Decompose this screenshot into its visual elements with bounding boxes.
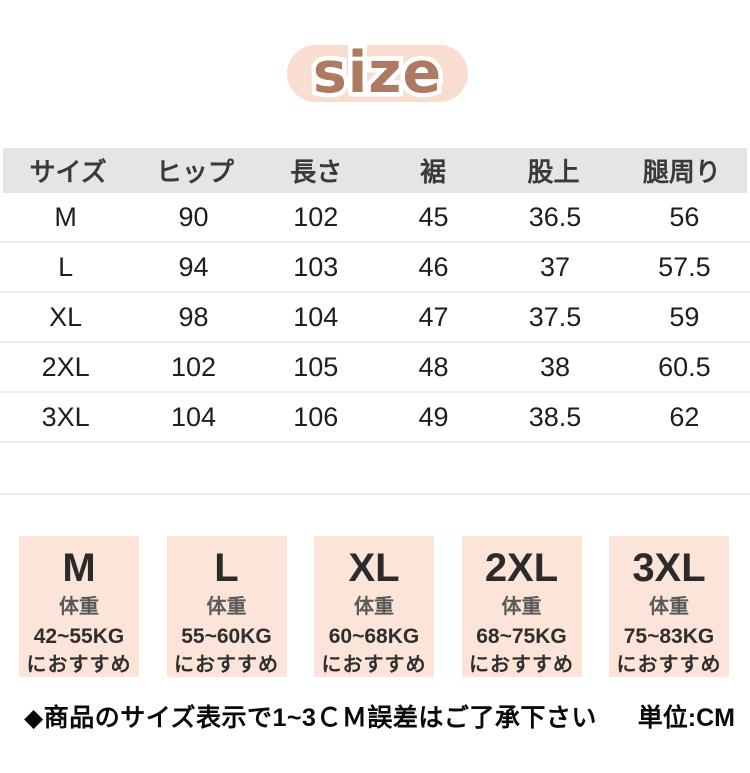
table-cell: 38.5: [528, 401, 582, 432]
table-cell: 94: [178, 251, 209, 282]
rec-size-label: 3XL: [632, 546, 706, 590]
header-cell-thigh: 腿周り: [642, 157, 721, 187]
table-cell: 59: [669, 301, 700, 332]
rec-size-label: M: [62, 546, 96, 590]
tolerance-note: ◆商品のサイズ表示で1~3ＣＭ誤差はご了承下さい: [24, 704, 597, 732]
rec-size-label: XL: [348, 546, 400, 590]
table-cell: 47: [418, 301, 449, 332]
rec-box-xl: XL 体重 60~68KG におすすめ: [314, 536, 434, 677]
size-cell: L: [58, 251, 74, 282]
page-title-text: size: [312, 40, 443, 106]
rec-weight-label: 体重: [649, 596, 689, 618]
rec-weight-range: 60~68KG: [328, 625, 420, 648]
table-cell: 56: [669, 201, 700, 232]
header-cell-size: サイズ: [29, 157, 107, 187]
table-cell: 102: [170, 351, 217, 382]
table-header-row: サイズ ヒップ 長さ 裾 股上 腿周り: [3, 148, 747, 193]
table-cell: 57.5: [658, 251, 711, 282]
unit-label: 単位:CM: [637, 704, 735, 732]
rec-weight-label: 体重: [59, 596, 99, 618]
rec-suffix: におすすめ: [321, 654, 427, 677]
table-cell: 98: [178, 301, 209, 332]
rec-suffix: におすすめ: [26, 654, 132, 677]
table-cell: 37.5: [528, 301, 582, 332]
rec-weight-range: 75~83KG: [623, 625, 715, 648]
rec-suffix: におすすめ: [469, 654, 574, 677]
header-cell-rise: 股上: [527, 157, 580, 187]
size-table: サイズ ヒップ 長さ 裾 股上 腿周り M 90 102 45 36.5 56 …: [0, 148, 750, 495]
table-row-2xl: 2XL 102 105 48 38 60.5: [0, 343, 750, 393]
table-cell: 90: [178, 201, 209, 232]
size-cell: 2XL: [41, 351, 90, 382]
size-title-pill: size size: [287, 40, 468, 106]
rec-box-l: L 体重 55~60KG におすすめ: [166, 536, 287, 677]
table-cell: 104: [170, 401, 217, 432]
table-cell: 62: [669, 401, 700, 432]
table-cell: 105: [293, 351, 339, 382]
rec-weight-label: 体重: [354, 596, 394, 618]
table-cell: 60.5: [658, 351, 711, 382]
rec-box-m: M 体重 42~55KG におすすめ: [19, 536, 139, 677]
rec-box-3xl: 3XL 体重 75~83KG におすすめ: [609, 536, 729, 677]
table-cell: 46: [418, 251, 449, 282]
rec-weight-label: 体重: [501, 596, 542, 618]
table-cell: 48: [418, 351, 449, 382]
rec-box-2xl: 2XL 体重 68~75KG におすすめ: [461, 536, 582, 677]
rec-suffix: におすすめ: [174, 654, 279, 677]
rec-suffix: におすすめ: [616, 654, 722, 677]
table-row-3xl: 3XL 104 106 49 38.5 62: [0, 393, 750, 443]
table-cell: 49: [418, 401, 449, 432]
page-title-outline: size: [308, 40, 445, 106]
table-spacer-row: [0, 443, 750, 495]
table-row-m: M 90 102 45 36.5 56: [0, 193, 750, 243]
table-cell: 36.5: [528, 201, 582, 232]
rec-size-label: L: [214, 546, 239, 590]
header-cell-hem: 裾: [419, 157, 446, 187]
header-cell-hip: ヒップ: [155, 157, 234, 187]
size-cell: XL: [49, 301, 83, 332]
rec-weight-range: 42~55KG: [33, 625, 125, 648]
table-cell: 103: [293, 251, 339, 282]
size-cell: M: [54, 201, 77, 232]
rec-size-label: 2XL: [484, 546, 559, 590]
page-title: size size: [308, 40, 445, 106]
table-cell: 102: [293, 201, 339, 232]
rec-weight-range: 68~75KG: [476, 625, 567, 648]
header-cell-length: 長さ: [290, 157, 343, 187]
table-cell: 38: [539, 351, 571, 382]
table-cell: 104: [293, 301, 339, 332]
table-cell: 106: [293, 401, 339, 432]
table-row-xl: XL 98 104 47 37.5 59: [0, 293, 750, 343]
size-cell: 3XL: [41, 401, 90, 432]
recommendation-boxes: M 体重 42~55KG におすすめ L 体重 55~60KG におすすめ XL…: [0, 536, 750, 677]
rec-weight-range: 55~60KG: [181, 625, 272, 648]
table-row-l: L 94 103 46 37 57.5: [0, 243, 750, 293]
rec-weight-label: 体重: [206, 596, 247, 618]
table-cell: 37: [539, 251, 571, 282]
table-cell: 45: [418, 201, 449, 232]
